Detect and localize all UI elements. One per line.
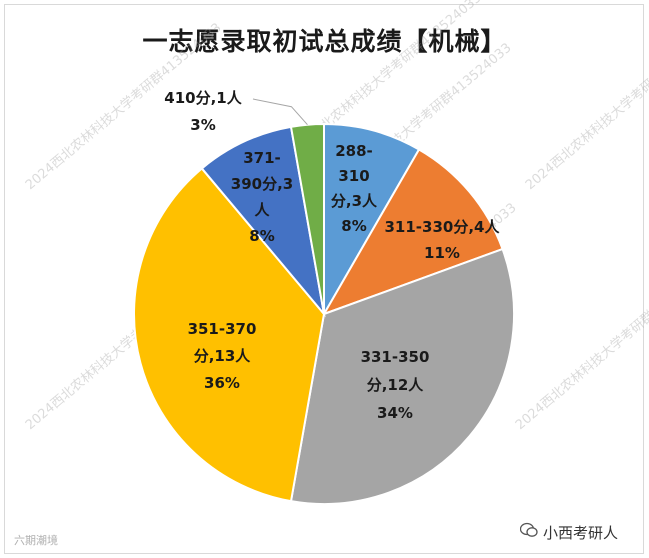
slice-label-1: 288-310 分,3人 8% (331, 142, 378, 235)
slice-labels: 288-310 分,3人 8% 311-330分,4人 11% 331-350 分,12人 3… (164, 89, 500, 422)
pie-slice-1 (323, 122, 421, 318)
wechat-icon (520, 522, 538, 537)
pie-slice-4 (133, 167, 326, 503)
chart-title: 一志愿录取初试总成绩【机械】 (142, 27, 507, 56)
leader-lines (252, 98, 308, 126)
slice-label-2: 311-330分,4人 11% (385, 218, 501, 262)
slice-label-3: 331-350 分,12人 34% (361, 348, 430, 422)
leader-line (252, 98, 308, 126)
footer-right-text: 小西考研人 (543, 524, 619, 542)
chart-frame (4, 4, 644, 554)
slice-label-4: 351-370 分,13人 36% (188, 320, 257, 392)
pie-slice-3 (289, 247, 515, 505)
pie-slice-5 (200, 125, 326, 318)
watermark-text: 2024西北农林科技大学考研群413524033 (522, 20, 649, 193)
pie-slice-6 (289, 122, 325, 315)
slice-label-6: 410分,1人 3% (164, 89, 242, 134)
pie-slice-2 (321, 148, 504, 316)
watermark-text: 2024西北农林科技大学考研群413524033 (512, 260, 649, 433)
slice-label-5: 371-390分,3 人 8% (231, 149, 293, 245)
pie-slices (133, 122, 515, 505)
footer-left-text: 六期潮境 (14, 534, 58, 547)
